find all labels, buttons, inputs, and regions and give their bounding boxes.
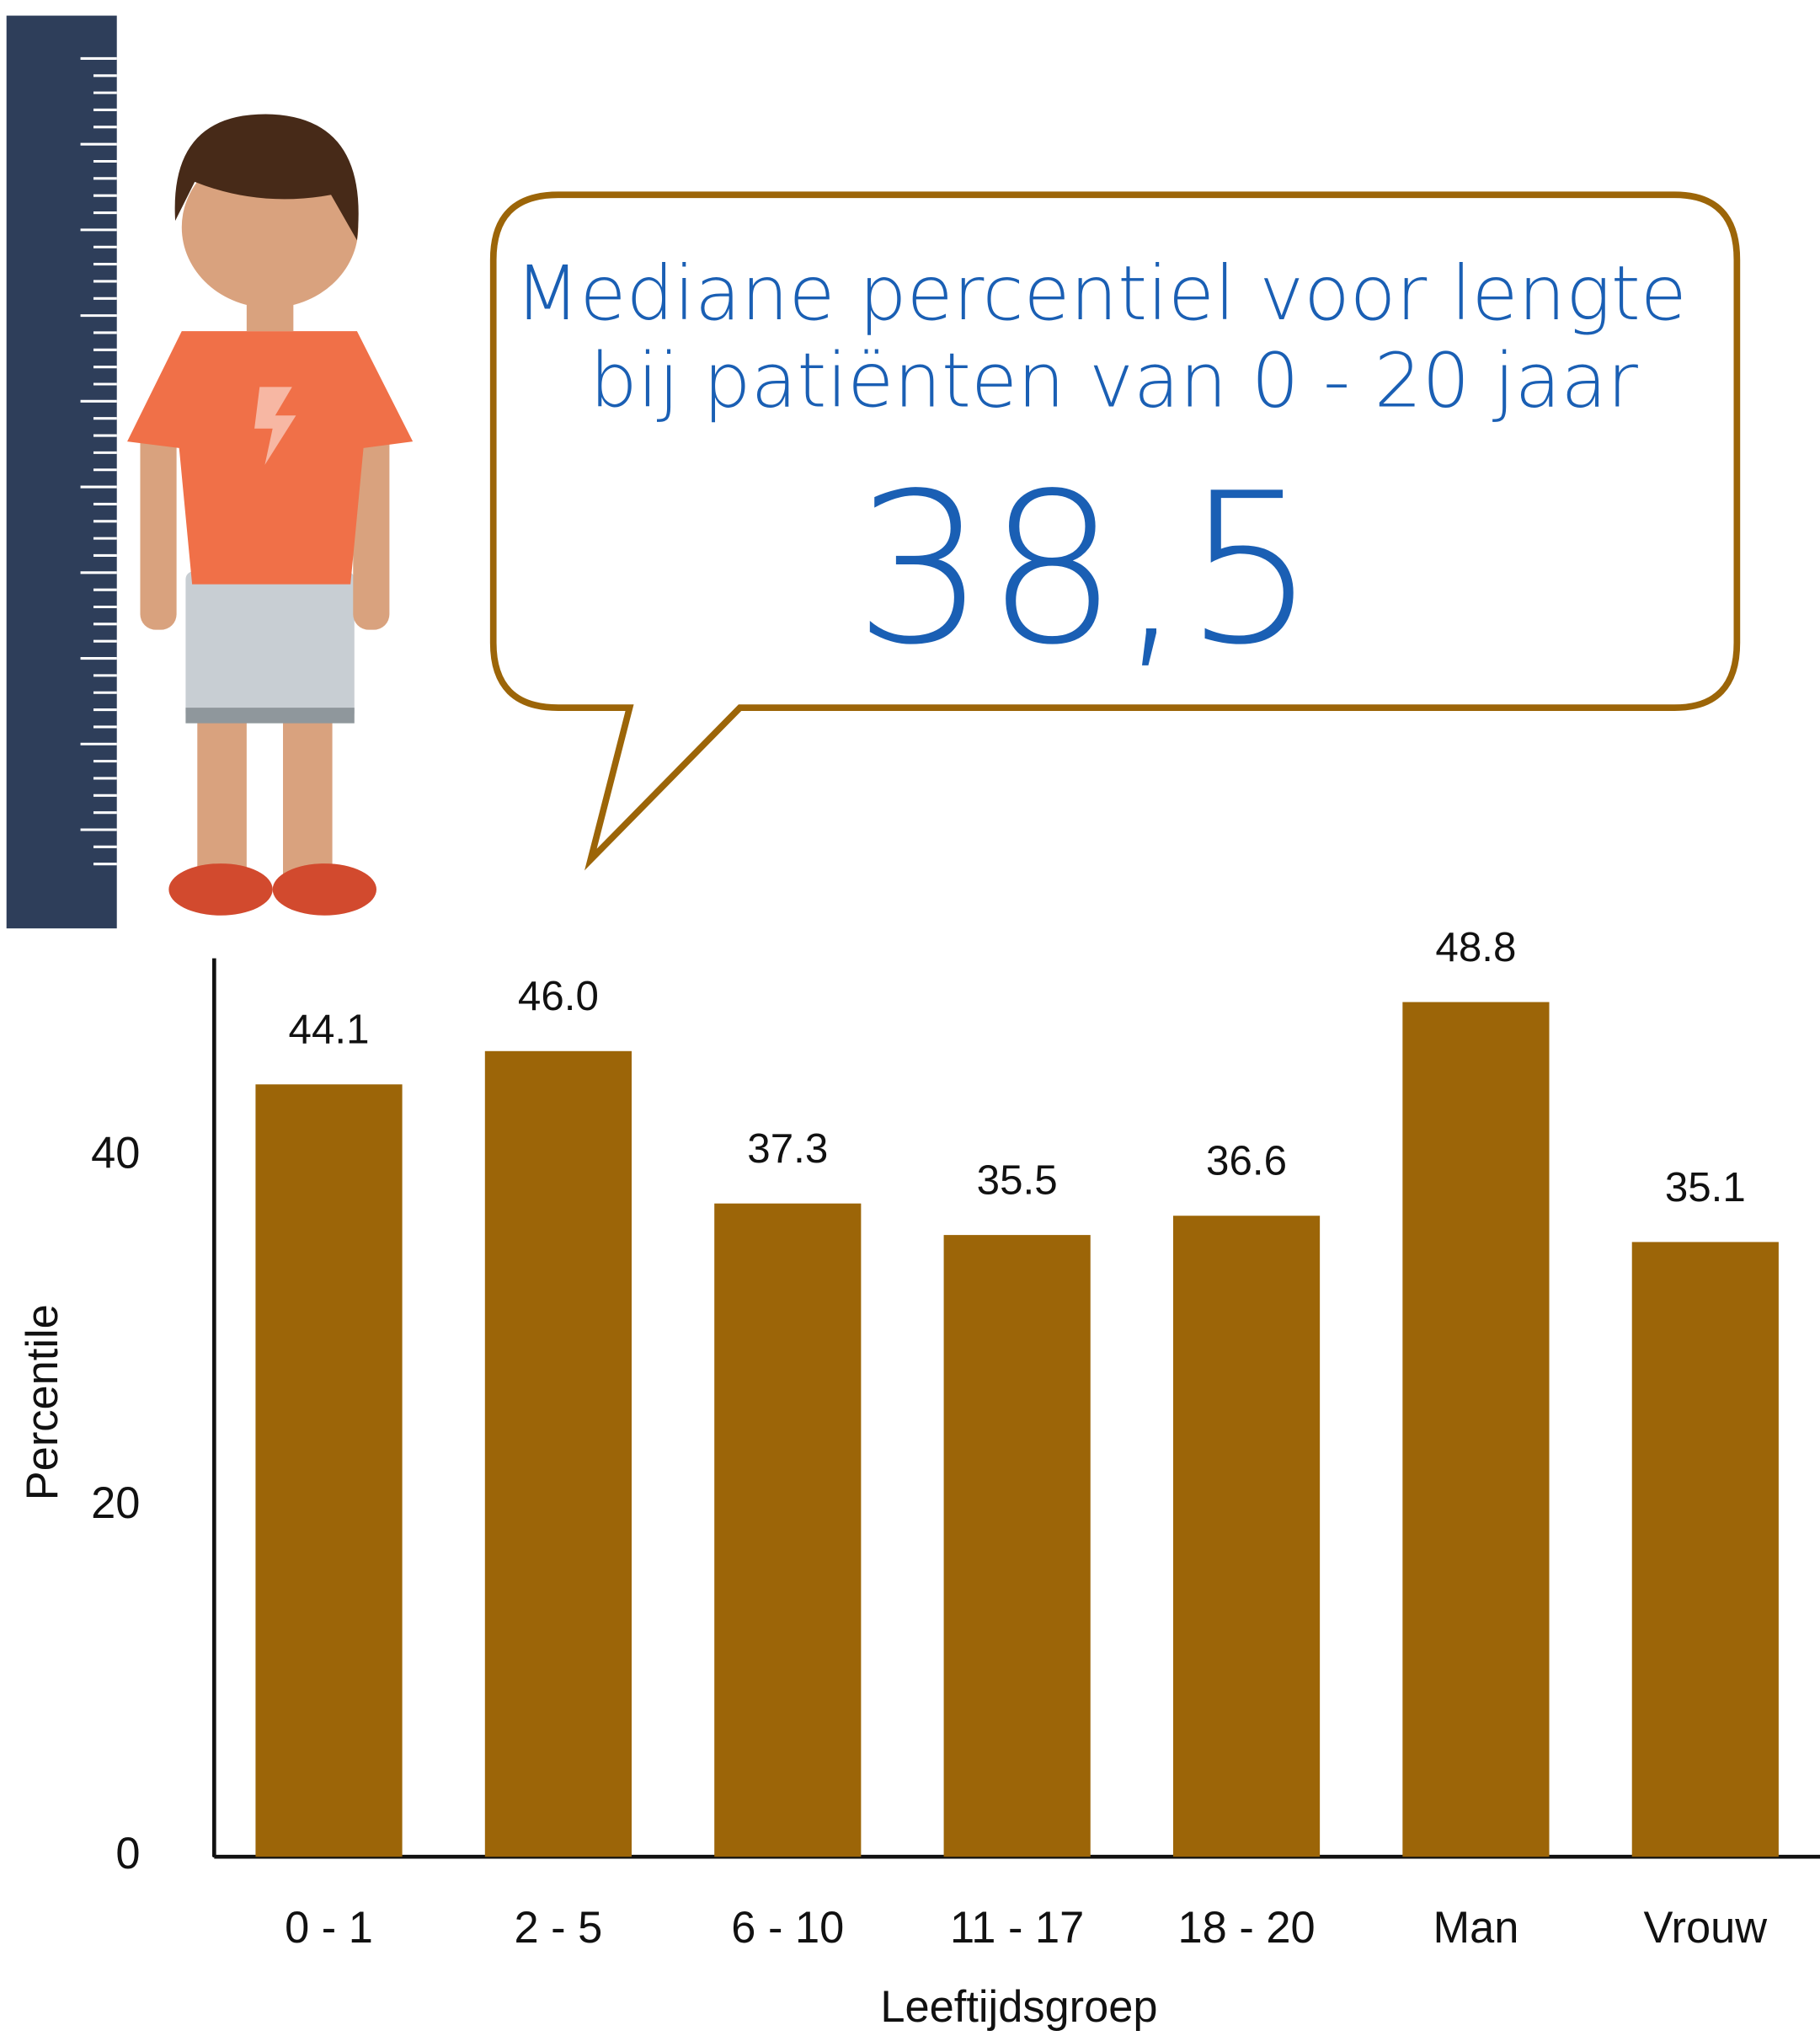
speech-bubble [489, 191, 1741, 871]
bar [943, 1235, 1091, 1857]
callout-line: Mediane percentiel voor lengte [515, 250, 1686, 338]
x-tick-label: Man [1433, 1904, 1518, 1953]
bar [255, 1084, 403, 1857]
y-tick-label: 20 [91, 1479, 140, 1528]
y-tick-label: 40 [91, 1129, 140, 1178]
x-tick-label: 18 - 20 [1177, 1904, 1315, 1953]
bar-chart: Leeftijdsgroep Percentile 0 20 40 0 - 1 44.1… [19, 924, 1820, 2032]
bar [1402, 1002, 1550, 1857]
bar [714, 1203, 862, 1857]
bar [484, 1050, 632, 1857]
callout-value: 38,5 [854, 449, 1316, 691]
x-tick-label: 11 - 17 [950, 1904, 1084, 1953]
value-label: 35.1 [1665, 1164, 1746, 1210]
value-label: 36.6 [1206, 1138, 1287, 1184]
value-label: 35.5 [977, 1157, 1058, 1203]
value-label: 44.1 [289, 1007, 370, 1053]
value-label: 48.8 [1435, 924, 1516, 970]
x-tick-label: 0 - 1 [285, 1904, 373, 1953]
callout-line: bij patiënten van 0 - 20 jaar [590, 337, 1638, 425]
x-axis-label: Leeftijdsgroep [880, 1983, 1157, 2032]
boy-illustration [127, 114, 414, 916]
bar [1172, 1216, 1321, 1857]
x-tick-label: Vrouw [1644, 1904, 1768, 1953]
y-tick-label: 0 [115, 1830, 140, 1878]
value-label: 46.0 [518, 973, 599, 1019]
ruler [6, 15, 117, 929]
y-axis-label: Percentile [19, 1304, 67, 1500]
x-tick-label: 6 - 10 [731, 1904, 844, 1953]
value-label: 37.3 [747, 1125, 828, 1172]
x-tick-label: 2 - 5 [514, 1904, 602, 1953]
bar [1631, 1242, 1779, 1857]
